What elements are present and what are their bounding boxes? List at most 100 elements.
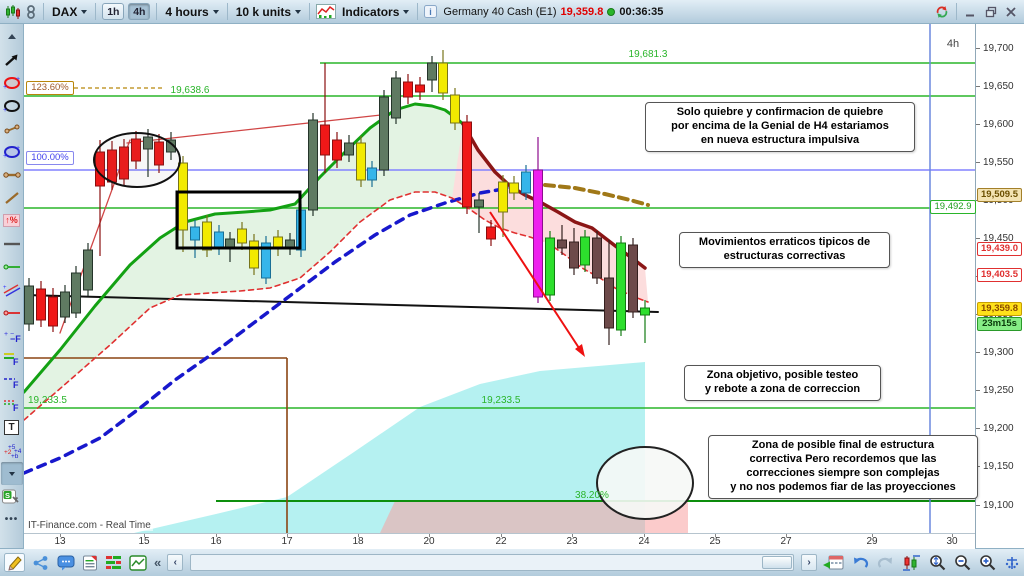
symbol-dropdown[interactable]: DAX (50, 4, 89, 20)
undo-icon[interactable] (852, 555, 869, 570)
drawn-ellipse[interactable] (596, 446, 694, 520)
candlestick-chart-icon[interactable] (5, 4, 21, 20)
measure-icon[interactable] (1004, 555, 1020, 571)
candle (261, 242, 271, 279)
candle (545, 237, 555, 296)
fib-label-123[interactable]: 123.60% (26, 81, 74, 95)
close-icon[interactable] (1003, 4, 1019, 20)
tool-ellipse-red[interactable]: + + (1, 71, 23, 94)
link-icon[interactable] (25, 4, 37, 20)
tool-draw-arrow[interactable] (1, 48, 23, 71)
tool-percent-change[interactable]: ↑% (3, 214, 20, 227)
svg-text:+: + (16, 76, 20, 83)
edit-pencil-icon[interactable] (4, 553, 25, 572)
time-tick-mark (358, 534, 359, 537)
separator (156, 3, 158, 20)
tool-channel[interactable]: + (1, 278, 23, 301)
zoom-out-icon[interactable] (954, 554, 971, 571)
zoom-in-icon[interactable] (979, 554, 996, 571)
chart-window-icon[interactable] (129, 554, 147, 571)
candle (403, 81, 413, 98)
tool-hline-green[interactable] (1, 255, 23, 278)
tool-fib-time[interactable]: F (1, 393, 23, 416)
chart-scrollbar[interactable] (190, 554, 794, 571)
drawn-ellipse[interactable] (93, 132, 181, 188)
annotation-note[interactable]: Movimientos erraticos tipicos de estruct… (679, 232, 890, 268)
candle (83, 249, 93, 291)
candle (415, 84, 425, 93)
brown-dashed-ma (543, 183, 650, 207)
candle (143, 136, 153, 150)
indicators-list-icon[interactable] (105, 555, 122, 571)
timeframe-1h-button[interactable]: 1h (102, 3, 125, 20)
tool-hline-gray[interactable] (1, 232, 23, 255)
candle (190, 226, 200, 241)
tool-fib-retracement[interactable]: F (1, 347, 23, 370)
blue-dashed-ma (24, 185, 517, 475)
bottom-toolbar: « ‹ › (0, 548, 1024, 576)
minimize-icon[interactable] (963, 4, 979, 20)
tool-text-note[interactable]: T (1, 416, 23, 439)
tool-ellipse-black[interactable]: + (1, 94, 23, 117)
tool-elliott-wave[interactable]: +5 +4 +2 +b (1, 439, 23, 462)
tool-segment-brown[interactable] (1, 117, 23, 140)
scrollbar-thumb[interactable] (762, 556, 792, 569)
annotation-note[interactable]: Zona de posible final de estructura corr… (708, 435, 978, 499)
indicators-icon[interactable] (316, 4, 337, 19)
collapse-left-icon[interactable]: « (154, 555, 162, 570)
candle (24, 285, 34, 325)
redo-icon[interactable] (877, 555, 894, 570)
time-tick-mark (644, 534, 645, 537)
tool-ellipse-blue[interactable]: + + (1, 140, 23, 163)
share-icon[interactable] (32, 555, 50, 571)
price-tick: 19,300 (976, 346, 1014, 358)
info-icon[interactable]: i (424, 5, 438, 18)
drawn-rectangle[interactable] (175, 190, 302, 250)
candle (60, 291, 70, 318)
chart-label: 19,638.6 (171, 85, 210, 96)
units-dropdown[interactable]: 10 k units (234, 4, 303, 20)
separator (956, 3, 957, 20)
zoom-candles-icon[interactable] (902, 554, 921, 571)
drawing-toolbar: + + + + + ↑% + + − −F F F F T +5 +4 +2 +b S ••• (0, 24, 24, 548)
tool-collapse-down[interactable] (0, 462, 23, 485)
refresh-icon[interactable] (934, 4, 950, 20)
tool-link-brown[interactable] (1, 163, 23, 186)
price-axis[interactable]: 19,70019,65019,60019,55019,50019,45019,4… (975, 24, 1024, 548)
indicators-dropdown[interactable]: Indicators (340, 4, 411, 20)
price-tick: 19,100 (976, 499, 1014, 511)
scroll-left-button[interactable]: ‹ (167, 554, 184, 571)
goto-date-icon[interactable] (823, 554, 844, 571)
annotation-note[interactable]: Solo quiebre y confirmacion de quiebre p… (645, 102, 915, 152)
news-icon[interactable] (82, 555, 98, 571)
zoom-vertical-icon[interactable] (929, 554, 946, 571)
candle (498, 181, 508, 213)
tool-hline-red[interactable] (1, 301, 23, 324)
svg-text:+5: +5 (8, 444, 16, 451)
tool-fib-expansion[interactable]: + − −F (1, 324, 23, 347)
svg-text:+: + (3, 285, 7, 291)
period-dropdown[interactable]: 4 hours (163, 4, 220, 20)
candle (557, 239, 567, 249)
arrow-head (575, 344, 585, 357)
tool-strategy[interactable]: S (1, 485, 23, 508)
drawn-arrow[interactable] (489, 211, 580, 349)
svg-text:+: + (3, 153, 7, 159)
candle (533, 169, 543, 298)
restore-icon[interactable] (983, 4, 999, 20)
candle (450, 94, 460, 124)
price-chart[interactable]: 19,638.6 19,681.3 19,233.5 19,233.5 38.20% 4h (24, 24, 975, 533)
annotation-note[interactable]: Zona objetivo, posible testeo y rebote a… (684, 365, 881, 401)
candle (367, 167, 377, 181)
time-tick: 24 (638, 536, 650, 547)
timeframe-4h-button[interactable]: 4h (128, 3, 151, 20)
tool-collapse-up[interactable] (1, 25, 23, 48)
tool-fib-dashed[interactable]: F (1, 370, 23, 393)
tool-more-tools[interactable]: ••• (4, 513, 19, 525)
fib-label-100[interactable]: 100.00% (26, 151, 74, 165)
time-axis[interactable]: 13 15 16 17 18 20 22 23 24 25 27 29 30 (24, 533, 975, 549)
svg-text:S: S (4, 491, 9, 500)
tool-line-brown[interactable] (1, 186, 23, 209)
scroll-right-button[interactable]: › (801, 554, 817, 571)
comment-icon[interactable] (57, 555, 75, 571)
